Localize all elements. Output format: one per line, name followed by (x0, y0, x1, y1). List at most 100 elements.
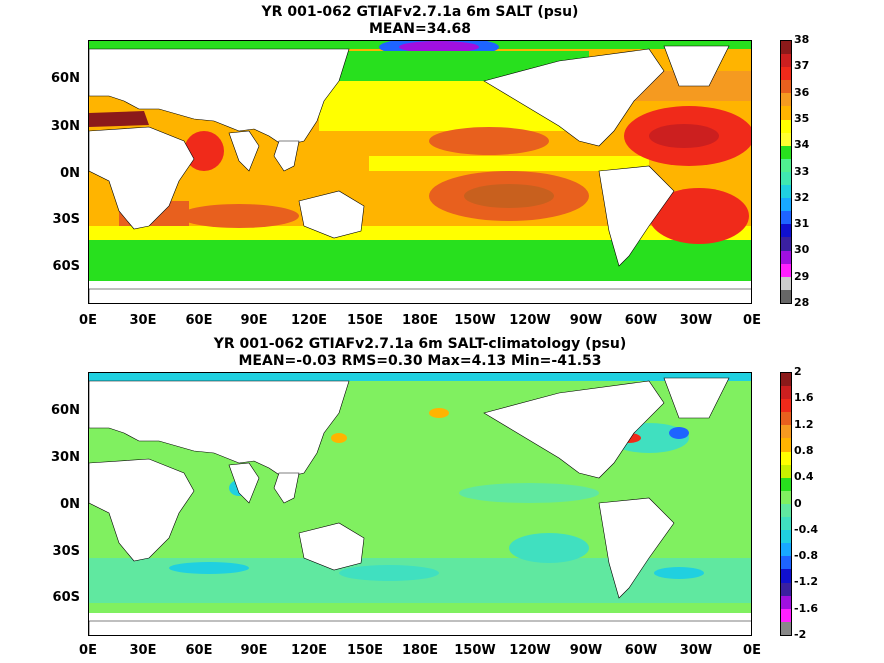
colorbar-segment (781, 412, 791, 426)
colorbar-segment (781, 276, 791, 290)
colorbar-segment (781, 171, 791, 186)
colorbar-segment (781, 543, 791, 557)
lon-label: 60W (624, 643, 658, 658)
colorbar-tick-label: 36 (794, 85, 810, 99)
colorbar-segment (781, 503, 791, 518)
salinity-panel: YR 001-062 GTIAFv2.7.1a 6m SALT (psu) ME… (0, 0, 884, 330)
colorbar-segment (781, 438, 791, 452)
colorbar-tick-label: 30 (794, 243, 810, 257)
salinity-map (88, 40, 752, 304)
colorbar-segment (781, 185, 791, 199)
lat-label: 60N (51, 403, 80, 418)
colorbar-segment (781, 569, 791, 583)
colorbar-segment (781, 263, 791, 277)
lon-label: 150W (454, 643, 496, 658)
lon-label: 90W (569, 313, 603, 328)
lat-label: 30S (52, 212, 80, 227)
colorbar-segment (781, 211, 791, 225)
lon-label: 120E (290, 643, 328, 658)
colorbar-tick-label: 37 (794, 59, 810, 73)
colorbar-segment (781, 106, 791, 120)
lon-label: 30W (679, 643, 713, 658)
colorbar-tick-label: 34 (794, 138, 810, 152)
lon-label: 120W (509, 313, 551, 328)
lon-label: 30E (129, 643, 157, 658)
lat-label: 30N (51, 119, 80, 134)
colorbar-segment (781, 425, 791, 439)
lat-label: 30N (51, 450, 80, 465)
colorbar (780, 40, 792, 304)
colorbar-tick-label: 0.4 (794, 470, 814, 484)
colorbar-segment (781, 237, 791, 251)
colorbar-tick-label: 1.2 (794, 417, 814, 431)
lon-label: 180E (401, 643, 439, 658)
anomaly-map (88, 372, 752, 636)
lat-label: 0N (60, 497, 80, 512)
colorbar-tick-label: -0.8 (794, 549, 819, 563)
colorbar-segment (781, 556, 791, 570)
colorbar-segment (781, 621, 791, 635)
colorbar-segment (781, 93, 791, 107)
panel-title: YR 001-062 GTIAFv2.7.1a 6m SALT-climatol… (213, 336, 627, 352)
colorbar-segment (781, 132, 791, 146)
lon-label: 90W (569, 643, 603, 658)
colorbar-segment (781, 250, 791, 264)
lat-label: 60S (52, 590, 80, 605)
lon-label: 90E (240, 313, 268, 328)
colorbar-tick-label: -0.4 (794, 522, 819, 536)
colorbar-segment (781, 145, 791, 159)
lon-label: 0E (79, 313, 97, 328)
colorbar-tick-label: 2 (794, 365, 802, 378)
colorbar-tick-label: 31 (794, 217, 810, 231)
colorbar-segment (781, 451, 791, 465)
colorbar-tick-label: 38 (794, 33, 810, 46)
colorbar-segment (781, 224, 791, 238)
lat-label: 30S (52, 544, 80, 559)
lon-label: 90E (240, 643, 268, 658)
colorbar-tick-label: 0 (794, 496, 802, 510)
colorbar-segment (781, 464, 791, 478)
colorbar-tick-label: -2 (794, 628, 807, 641)
colorbar-tick-label: -1.6 (794, 601, 819, 615)
colorbar-tick-label: 33 (794, 164, 810, 178)
colorbar-tick-label: 28 (794, 296, 810, 309)
lon-label: 30E (129, 313, 157, 328)
colorbar-segment (781, 119, 791, 133)
lon-label: 150E (346, 643, 384, 658)
colorbar-segment (781, 595, 791, 609)
colorbar-tick-label: 0.8 (794, 443, 814, 457)
colorbar-segment (781, 198, 791, 212)
colorbar-segment (781, 530, 791, 544)
lon-label: 60W (624, 313, 658, 328)
colorbar-tick-label: 29 (794, 269, 810, 283)
colorbar-segment (781, 80, 791, 94)
colorbar-segment (781, 54, 791, 68)
lon-label: 150W (454, 313, 496, 328)
colorbar-segment (781, 399, 791, 413)
colorbar-segment (781, 41, 791, 55)
lon-label: 0E (743, 313, 761, 328)
lon-label: 180E (401, 313, 439, 328)
panel-title: YR 001-062 GTIAFv2.7.1a 6m SALT (psu) (261, 4, 579, 20)
lon-label: 0E (79, 643, 97, 658)
colorbar-tick-label: 35 (794, 111, 810, 125)
colorbar-segment (781, 158, 791, 172)
lon-label: 120W (509, 643, 551, 658)
colorbar-tick-label: 1.6 (794, 391, 814, 405)
lon-label: 0E (743, 643, 761, 658)
lat-label: 0N (60, 166, 80, 181)
colorbar (780, 372, 792, 636)
colorbar-segment (781, 490, 791, 504)
lon-label: 30W (679, 313, 713, 328)
colorbar-segment (781, 386, 791, 400)
lon-label: 120E (290, 313, 328, 328)
lon-label: 60E (185, 643, 213, 658)
lat-label: 60N (51, 71, 80, 86)
colorbar-segment (781, 608, 791, 622)
colorbar-segment (781, 373, 791, 387)
lat-label: 60S (52, 259, 80, 274)
salinity-anomaly-panel: YR 001-062 GTIAFv2.7.1a 6m SALT-climatol… (0, 333, 884, 663)
colorbar-tick-label: -1.2 (794, 575, 819, 589)
panel-subtitle: MEAN=34.68 (368, 21, 472, 37)
colorbar-segment (781, 582, 791, 596)
